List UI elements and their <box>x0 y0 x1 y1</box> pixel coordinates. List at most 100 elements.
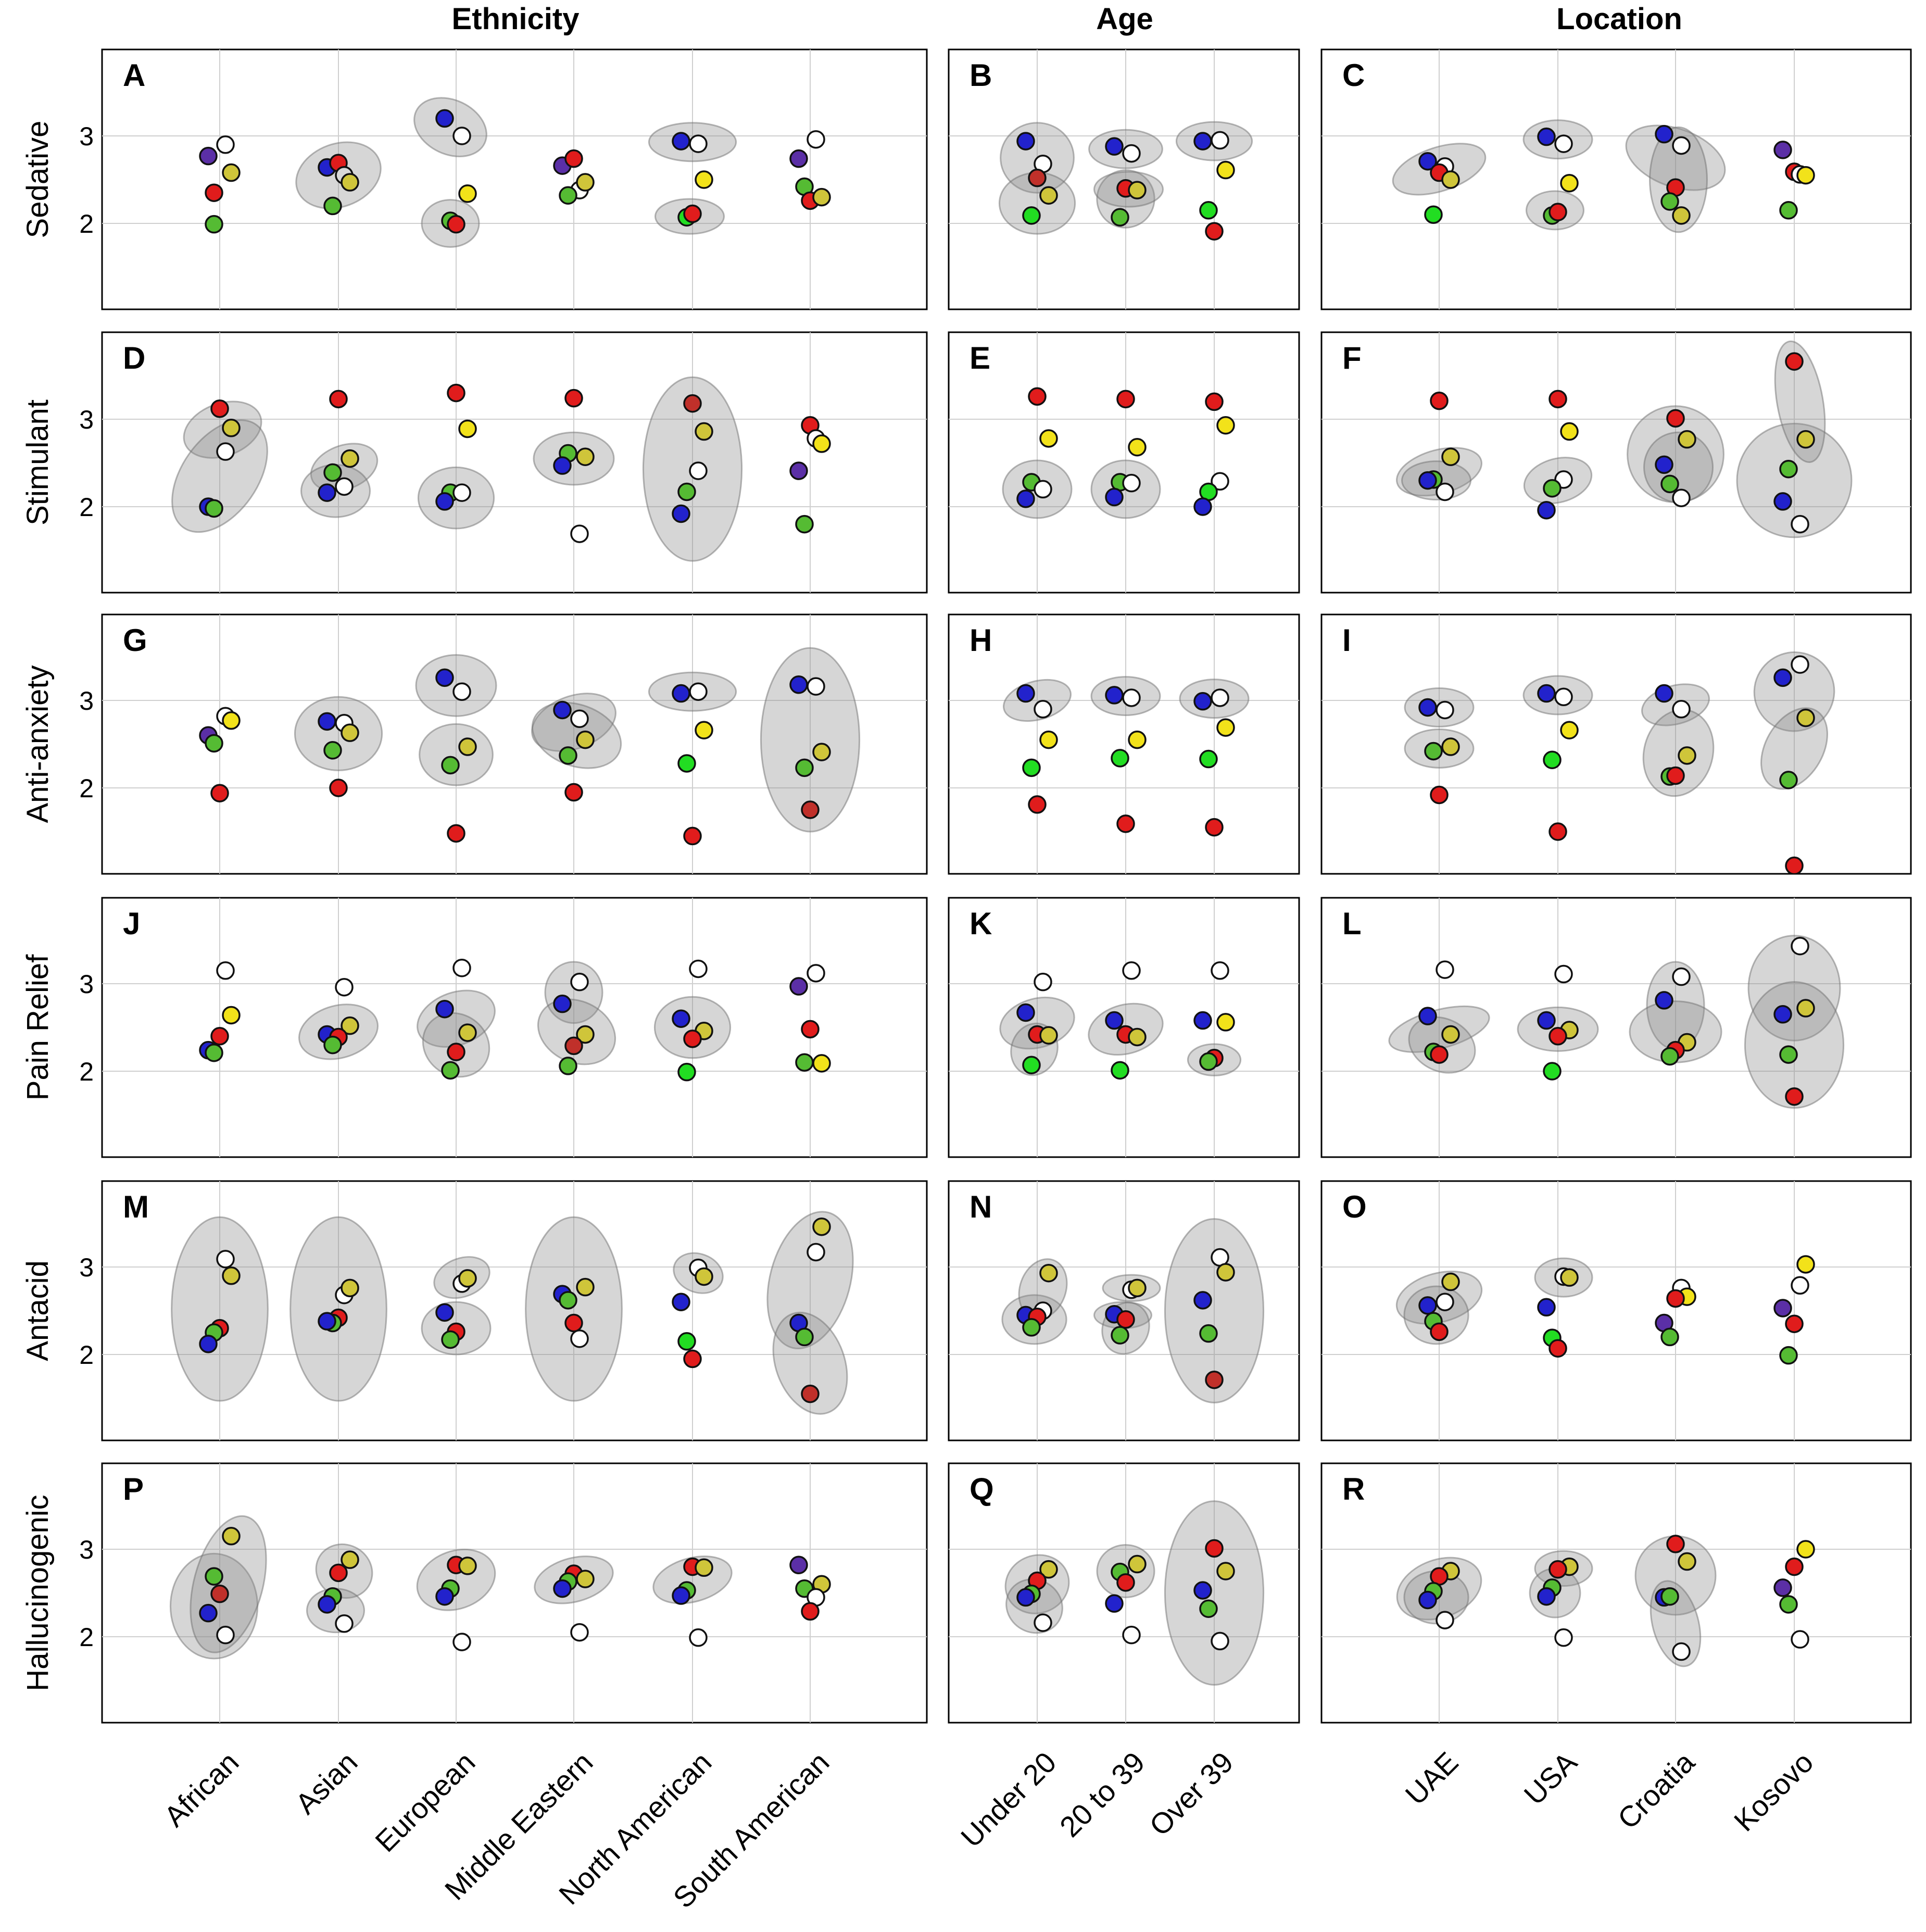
data-point-green <box>1543 1062 1562 1081</box>
data-point-blue <box>318 712 336 731</box>
row-label-pain-relief: Pain Relief <box>21 954 55 1100</box>
data-point-mid-green <box>323 463 342 482</box>
data-point-green <box>677 1062 696 1082</box>
group-ellipse <box>525 1216 623 1402</box>
data-point-blue <box>1418 1590 1437 1610</box>
data-point-green <box>1022 206 1041 225</box>
data-point-blue <box>1537 1587 1556 1606</box>
data-point-green <box>1111 1061 1129 1080</box>
data-point-olive <box>1128 1554 1147 1574</box>
data-point-green <box>677 1332 696 1351</box>
panel-o: O <box>1320 1180 1912 1441</box>
data-point-red <box>1549 203 1567 221</box>
data-point-red <box>210 399 229 418</box>
data-point-white <box>1034 480 1052 499</box>
data-point-blue <box>1105 686 1124 705</box>
data-point-white <box>1034 972 1052 992</box>
data-point-red <box>1785 1087 1804 1106</box>
panel-l: L <box>1320 897 1912 1158</box>
data-point-blue <box>199 1335 218 1353</box>
x-label-over-39: Over 39 <box>1143 1746 1239 1842</box>
data-point-white <box>1672 700 1691 719</box>
data-point-olive <box>1441 170 1460 189</box>
data-point-mid-green <box>323 196 342 216</box>
panel-letter: H <box>970 623 992 658</box>
data-point-olive <box>341 1278 359 1298</box>
data-point-red <box>1430 391 1449 410</box>
data-point-olive <box>1560 1268 1579 1287</box>
data-point-red <box>210 1027 229 1046</box>
data-point-white <box>216 961 235 980</box>
data-point-olive <box>695 1558 713 1577</box>
data-point-white <box>1211 688 1229 707</box>
data-point-yellow <box>1128 730 1147 749</box>
group-ellipse <box>419 723 494 786</box>
group-ellipse <box>1164 1500 1265 1686</box>
data-point-red <box>1116 1310 1135 1329</box>
data-point-red <box>1430 1322 1449 1341</box>
y-tick-label: 3 <box>79 405 94 434</box>
data-point-white <box>452 1633 471 1651</box>
data-point-white <box>335 1614 354 1633</box>
data-point-red <box>447 1043 465 1061</box>
panel-letter: M <box>123 1189 149 1224</box>
data-point-olive <box>812 187 831 207</box>
row-label-stimulant: Stimulant <box>21 399 55 525</box>
data-point-white <box>570 1329 589 1348</box>
data-point-white <box>1122 473 1141 493</box>
data-point-olive <box>576 173 595 192</box>
data-point-mid-green <box>1660 474 1679 494</box>
panel-frame <box>1320 1462 1912 1724</box>
data-point-green <box>1543 750 1562 769</box>
data-point-blue <box>1418 471 1437 490</box>
x-label-asian: Asian <box>289 1746 364 1821</box>
data-point-red <box>1028 387 1047 406</box>
data-point-blue <box>435 1303 454 1322</box>
data-point-mid-green <box>795 515 814 534</box>
data-point-white <box>1554 1628 1573 1647</box>
data-point-white <box>570 524 589 543</box>
data-point-white <box>1672 967 1691 986</box>
panel-p: P 2 3 <box>79 1462 928 1724</box>
row-label-hallucinogenic: Hallucinogenic <box>21 1495 55 1691</box>
panel-frame <box>948 613 1300 875</box>
panel-letter: I <box>1342 623 1351 658</box>
panel-letter: G <box>123 623 147 658</box>
data-point-mid-green <box>1779 1595 1798 1614</box>
panel-i: I <box>1320 613 1912 875</box>
data-point-olive <box>695 422 713 441</box>
group-ellipse <box>1625 124 1726 191</box>
data-point-olive <box>1441 1025 1460 1044</box>
data-point-olive <box>458 1023 477 1042</box>
data-point-white <box>689 134 708 153</box>
group-ellipse <box>1164 1218 1265 1403</box>
column-title-ethnicity: Ethnicity <box>452 2 580 36</box>
data-point-white <box>1791 655 1809 674</box>
data-point-blue <box>1105 1594 1124 1613</box>
data-point-yellow <box>1796 1540 1815 1559</box>
data-point-red <box>564 783 583 802</box>
data-point-red <box>1430 1045 1449 1064</box>
panel-frame <box>101 1462 928 1724</box>
data-point-white <box>216 442 235 461</box>
data-point-mid-green <box>677 482 696 501</box>
data-point-mid-green <box>205 1567 223 1586</box>
plot-area <box>102 49 927 309</box>
data-point-olive <box>812 1217 831 1236</box>
data-point-olive <box>1441 737 1460 756</box>
data-point-red <box>447 215 465 234</box>
data-point-red <box>210 784 229 802</box>
group-ellipse <box>1774 340 1826 463</box>
data-point-olive <box>341 1550 359 1569</box>
data-point-yellow <box>222 711 241 730</box>
data-point-olive <box>1039 186 1058 205</box>
data-point-yellow <box>458 419 477 438</box>
data-point-mid-green <box>205 734 223 753</box>
data-point-yellow <box>812 434 831 453</box>
data-point-dark-red <box>683 394 702 413</box>
data-point-red <box>1549 1339 1567 1358</box>
group-ellipse <box>766 1211 854 1350</box>
x-label-uae: UAE <box>1399 1746 1465 1811</box>
data-point-white <box>1211 961 1229 980</box>
